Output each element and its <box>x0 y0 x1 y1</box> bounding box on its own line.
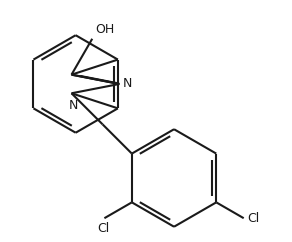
Text: N: N <box>123 76 133 90</box>
Text: Cl: Cl <box>97 222 110 235</box>
Text: N: N <box>69 99 78 112</box>
Text: OH: OH <box>95 23 114 36</box>
Text: Cl: Cl <box>247 212 260 225</box>
